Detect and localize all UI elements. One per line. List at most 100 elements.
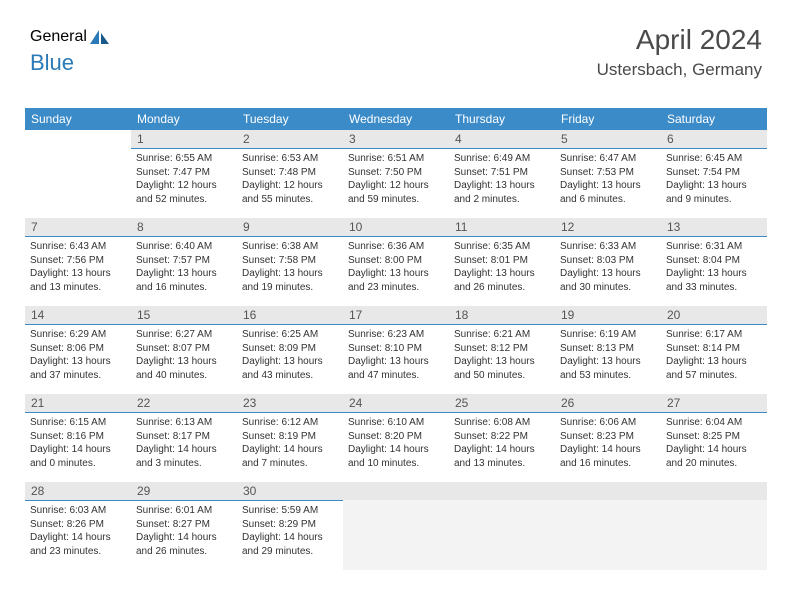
day-details: Sunrise: 6:27 AMSunset: 8:07 PMDaylight:… [131,325,237,384]
day-number: 1 [131,130,237,149]
empty-day [449,482,555,500]
calendar-row: 28Sunrise: 6:03 AMSunset: 8:26 PMDayligh… [25,482,767,570]
sunset-line: Sunset: 7:48 PM [242,166,338,180]
calendar-body: 1Sunrise: 6:55 AMSunset: 7:47 PMDaylight… [25,130,767,570]
sunset-line: Sunset: 8:12 PM [454,342,550,356]
daylight-line: Daylight: 13 hours and 37 minutes. [30,355,126,382]
sunset-line: Sunset: 8:29 PM [242,518,338,532]
day-number: 25 [449,394,555,413]
day-number: 4 [449,130,555,149]
daylight-line: Daylight: 14 hours and 20 minutes. [666,443,762,470]
weekday-header-row: SundayMondayTuesdayWednesdayThursdayFrid… [25,108,767,130]
day-number: 9 [237,218,343,237]
sunrise-line: Sunrise: 6:27 AM [136,328,232,342]
logo-text-blue: Blue [30,50,74,76]
daylight-line: Daylight: 14 hours and 29 minutes. [242,531,338,558]
calendar-cell: 25Sunrise: 6:08 AMSunset: 8:22 PMDayligh… [449,394,555,482]
sunrise-line: Sunrise: 6:03 AM [30,504,126,518]
title-block: April 2024 Ustersbach, Germany [597,24,762,80]
sunrise-line: Sunrise: 6:55 AM [136,152,232,166]
sunset-line: Sunset: 8:27 PM [136,518,232,532]
daylight-line: Daylight: 12 hours and 52 minutes. [136,179,232,206]
day-details: Sunrise: 6:13 AMSunset: 8:17 PMDaylight:… [131,413,237,472]
day-details: Sunrise: 6:33 AMSunset: 8:03 PMDaylight:… [555,237,661,296]
sunrise-line: Sunrise: 6:38 AM [242,240,338,254]
calendar-cell: 8Sunrise: 6:40 AMSunset: 7:57 PMDaylight… [131,218,237,306]
sunrise-line: Sunrise: 6:17 AM [666,328,762,342]
calendar-cell: 19Sunrise: 6:19 AMSunset: 8:13 PMDayligh… [555,306,661,394]
calendar-cell: 4Sunrise: 6:49 AMSunset: 7:51 PMDaylight… [449,130,555,218]
day-details: Sunrise: 6:19 AMSunset: 8:13 PMDaylight:… [555,325,661,384]
daylight-line: Daylight: 13 hours and 9 minutes. [666,179,762,206]
calendar-cell: 30Sunrise: 5:59 AMSunset: 8:29 PMDayligh… [237,482,343,570]
day-number: 14 [25,306,131,325]
sunrise-line: Sunrise: 6:10 AM [348,416,444,430]
day-number: 13 [661,218,767,237]
calendar-cell: 15Sunrise: 6:27 AMSunset: 8:07 PMDayligh… [131,306,237,394]
sunset-line: Sunset: 8:14 PM [666,342,762,356]
sunset-line: Sunset: 8:16 PM [30,430,126,444]
day-details: Sunrise: 6:03 AMSunset: 8:26 PMDaylight:… [25,501,131,560]
weekday-header: Monday [131,108,237,130]
day-number: 10 [343,218,449,237]
day-number: 20 [661,306,767,325]
sunset-line: Sunset: 7:58 PM [242,254,338,268]
day-details: Sunrise: 6:15 AMSunset: 8:16 PMDaylight:… [25,413,131,472]
calendar-cell: 6Sunrise: 6:45 AMSunset: 7:54 PMDaylight… [661,130,767,218]
day-details: Sunrise: 6:10 AMSunset: 8:20 PMDaylight:… [343,413,449,472]
day-details: Sunrise: 6:12 AMSunset: 8:19 PMDaylight:… [237,413,343,472]
calendar-cell: 2Sunrise: 6:53 AMSunset: 7:48 PMDaylight… [237,130,343,218]
daylight-line: Daylight: 14 hours and 10 minutes. [348,443,444,470]
calendar-cell: 23Sunrise: 6:12 AMSunset: 8:19 PMDayligh… [237,394,343,482]
calendar-row: 14Sunrise: 6:29 AMSunset: 8:06 PMDayligh… [25,306,767,394]
daylight-line: Daylight: 12 hours and 59 minutes. [348,179,444,206]
daylight-line: Daylight: 13 hours and 2 minutes. [454,179,550,206]
calendar-row: 21Sunrise: 6:15 AMSunset: 8:16 PMDayligh… [25,394,767,482]
sunset-line: Sunset: 8:00 PM [348,254,444,268]
sunset-line: Sunset: 7:50 PM [348,166,444,180]
calendar-row: 7Sunrise: 6:43 AMSunset: 7:56 PMDaylight… [25,218,767,306]
day-details: Sunrise: 6:38 AMSunset: 7:58 PMDaylight:… [237,237,343,296]
weekday-header: Friday [555,108,661,130]
day-number: 30 [237,482,343,501]
day-number: 8 [131,218,237,237]
day-details: Sunrise: 6:06 AMSunset: 8:23 PMDaylight:… [555,413,661,472]
sunrise-line: Sunrise: 6:29 AM [30,328,126,342]
sunset-line: Sunset: 8:09 PM [242,342,338,356]
daylight-line: Daylight: 13 hours and 40 minutes. [136,355,232,382]
calendar-cell: 17Sunrise: 6:23 AMSunset: 8:10 PMDayligh… [343,306,449,394]
location: Ustersbach, Germany [597,60,762,80]
sunset-line: Sunset: 7:56 PM [30,254,126,268]
daylight-line: Daylight: 14 hours and 26 minutes. [136,531,232,558]
sunset-line: Sunset: 7:47 PM [136,166,232,180]
day-number: 26 [555,394,661,413]
daylight-line: Daylight: 13 hours and 33 minutes. [666,267,762,294]
daylight-line: Daylight: 13 hours and 13 minutes. [30,267,126,294]
calendar-cell: 26Sunrise: 6:06 AMSunset: 8:23 PMDayligh… [555,394,661,482]
day-details: Sunrise: 6:01 AMSunset: 8:27 PMDaylight:… [131,501,237,560]
day-details: Sunrise: 6:51 AMSunset: 7:50 PMDaylight:… [343,149,449,208]
sunset-line: Sunset: 8:10 PM [348,342,444,356]
sunset-line: Sunset: 8:07 PM [136,342,232,356]
day-details: Sunrise: 6:49 AMSunset: 7:51 PMDaylight:… [449,149,555,208]
daylight-line: Daylight: 13 hours and 47 minutes. [348,355,444,382]
page-title: April 2024 [597,24,762,56]
calendar-cell: 27Sunrise: 6:04 AMSunset: 8:25 PMDayligh… [661,394,767,482]
calendar-row: 1Sunrise: 6:55 AMSunset: 7:47 PMDaylight… [25,130,767,218]
empty-day [343,482,449,500]
calendar-cell: 5Sunrise: 6:47 AMSunset: 7:53 PMDaylight… [555,130,661,218]
day-details: Sunrise: 6:17 AMSunset: 8:14 PMDaylight:… [661,325,767,384]
calendar-cell: 7Sunrise: 6:43 AMSunset: 7:56 PMDaylight… [25,218,131,306]
daylight-line: Daylight: 13 hours and 43 minutes. [242,355,338,382]
day-details: Sunrise: 6:47 AMSunset: 7:53 PMDaylight:… [555,149,661,208]
day-number: 22 [131,394,237,413]
daylight-line: Daylight: 13 hours and 19 minutes. [242,267,338,294]
sunrise-line: Sunrise: 6:35 AM [454,240,550,254]
daylight-line: Daylight: 13 hours and 30 minutes. [560,267,656,294]
calendar-cell: 1 Sunrise: 6:55 AMSunset: 7:47 PMDaylight… [131,130,237,218]
day-number: 6 [661,130,767,149]
calendar-cell: 11Sunrise: 6:35 AMSunset: 8:01 PMDayligh… [449,218,555,306]
calendar-cell: 29Sunrise: 6:01 AMSunset: 8:27 PMDayligh… [131,482,237,570]
daylight-line: Daylight: 14 hours and 0 minutes. [30,443,126,470]
calendar-cell: 20Sunrise: 6:17 AMSunset: 8:14 PMDayligh… [661,306,767,394]
